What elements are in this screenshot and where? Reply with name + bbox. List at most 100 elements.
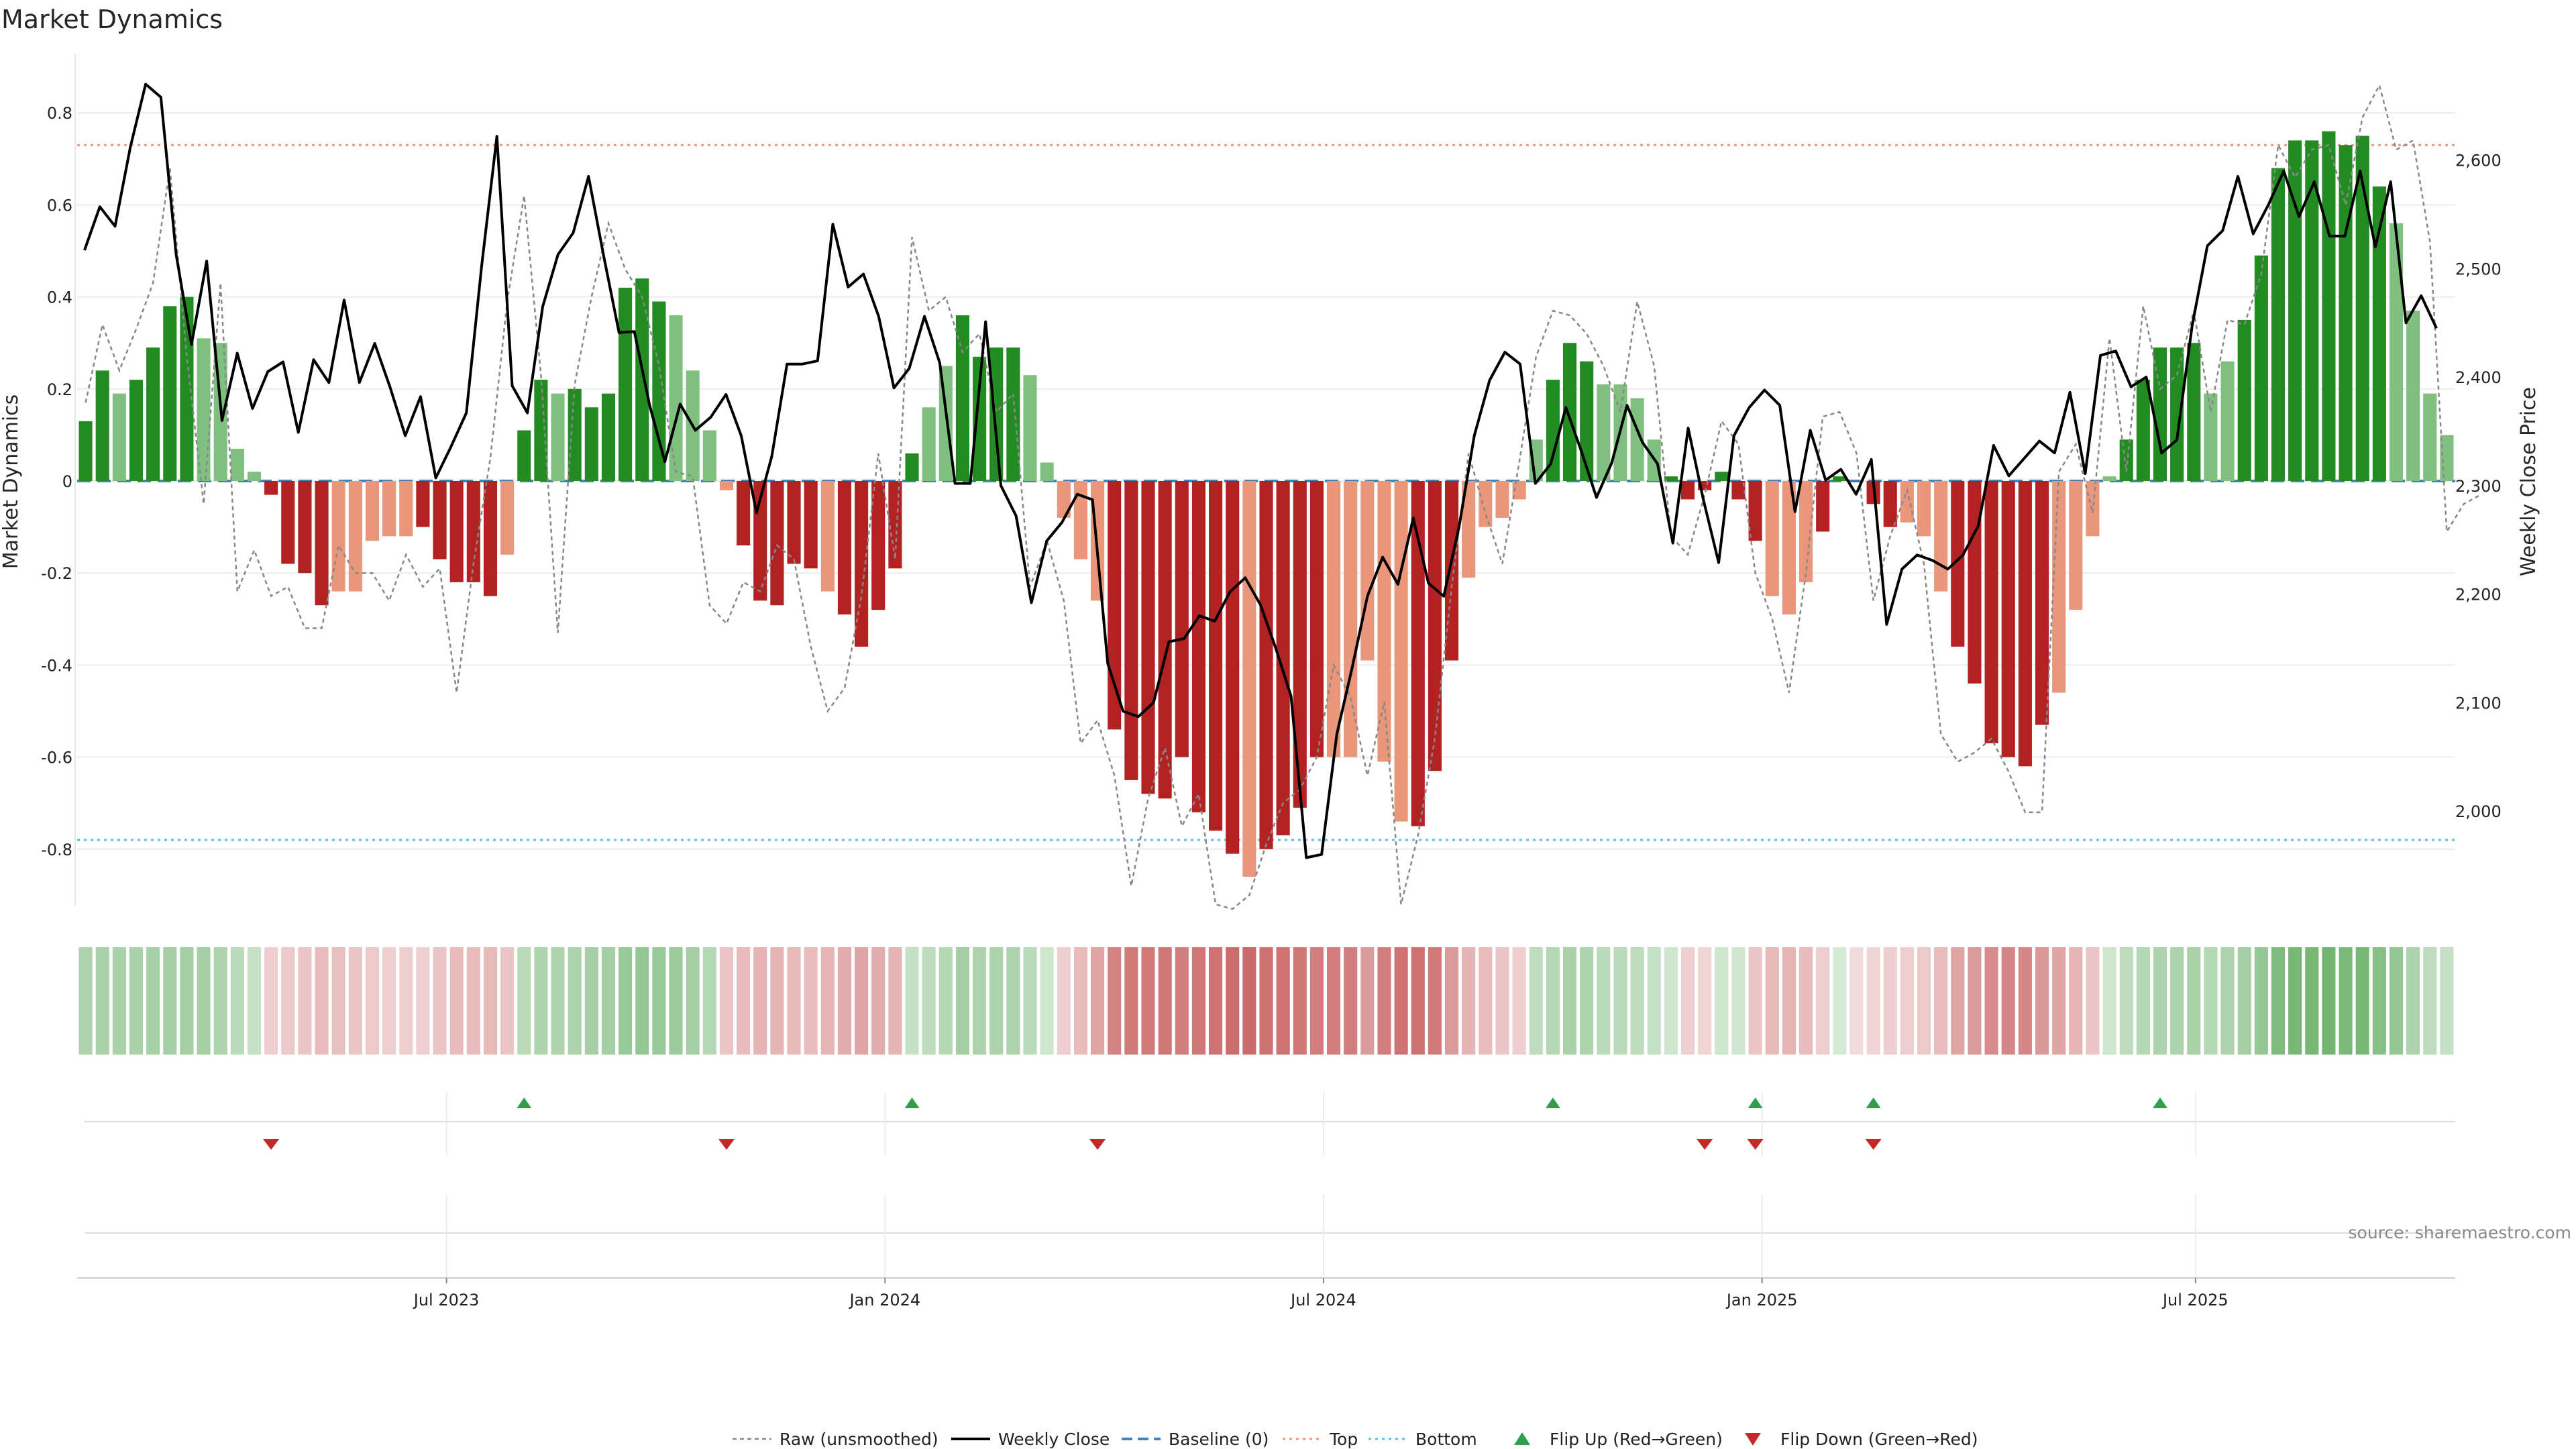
bar [78,421,93,481]
heat-cell [315,947,329,1055]
legend-item: Weekly Close [951,1430,1110,1449]
bar [449,481,464,582]
heat-cell [719,947,734,1055]
heat-cell [382,947,396,1055]
heat-cell [989,947,1004,1055]
heat-cell [1309,947,1324,1055]
heat-cell [1799,947,1813,1055]
x-tick-label: Jul 2023 [413,1291,480,1309]
heat-cell [163,947,177,1055]
bar [1479,481,1493,527]
axes: -0.8 -0.6 -0.4 -0.2 0 0.2 0.4 0.6 0.8 2,000 2,100 2… [41,54,2502,906]
bar [1799,481,1813,582]
heat-cell [1293,947,1307,1055]
heat-cell [1411,947,1425,1055]
bar [281,481,295,564]
x-tick-label: Jan 2025 [1725,1291,1798,1309]
bar [804,481,818,569]
bar [619,287,633,481]
y2-tick-label: 2,200 [2455,586,2502,604]
bar [348,481,362,592]
heat-cell [1023,947,1037,1055]
heat-cell [1715,947,1729,1055]
bar [2254,255,2268,481]
heat-cell [1849,947,1864,1055]
bar [2052,481,2066,693]
flip-up-marker [517,1097,532,1108]
bar [247,472,262,481]
chart-title: Market Dynamics [1,5,223,34]
heat-cell [1512,947,1526,1055]
bar [399,481,413,537]
bar [517,430,531,481]
flip-down-marker [1697,1139,1713,1150]
y-tick-label: 0.6 [47,196,72,215]
bar [1680,481,1695,500]
bar [1108,481,1122,730]
x-tick-label: Jul 2024 [1289,1291,1356,1309]
heat-cell [247,947,262,1055]
y-tick-label: -0.8 [41,841,72,859]
bar [973,356,987,481]
weekly-close-line [83,83,2438,859]
bar [2440,435,2454,481]
heat-cell [2389,947,2404,1055]
heat-cell [2204,947,2218,1055]
legend-label: Baseline (0) [1169,1430,1269,1449]
bar [1782,481,1796,614]
y2-tick-label: 2,600 [2455,152,2502,170]
flip-up-marker [904,1097,920,1108]
bar [2423,393,2437,481]
heat-cell [1900,947,1914,1055]
bar [1023,375,1037,481]
bar [2322,131,2336,481]
bar [1040,462,1054,481]
bar [1664,476,1678,481]
heat-cell [2254,947,2268,1055]
bar [2018,481,2032,767]
bar [1462,481,1476,578]
legend-item: Flip Down (Green→Red) [1745,1430,1978,1449]
heat-cell [1360,947,1375,1055]
bar [2187,343,2201,481]
bar [1984,481,1998,744]
bar [1124,481,1138,780]
heat-cell [1562,947,1577,1055]
legend-label: Raw (unsmoothed) [780,1430,938,1449]
bar [568,388,582,481]
heat-cell [619,947,633,1055]
bar [331,481,345,592]
bar [2204,393,2218,481]
bar [129,380,144,481]
legend-item: Baseline (0) [1122,1430,1269,1449]
heat-cell [1546,947,1560,1055]
flip-up-marker [1748,1097,1763,1108]
legend: Raw (unsmoothed) Weekly Close Baseline (0)… [733,1430,1978,1449]
heat-cell [112,947,126,1055]
heat-cell [2001,947,2015,1055]
bar [433,481,447,559]
heat-cell [2322,947,2336,1055]
bar [1900,481,1914,523]
heat-cell [1968,947,1982,1055]
y-tick-label: -0.6 [41,749,72,767]
flip-markers-panel [85,1092,2455,1155]
bar [1191,481,1205,812]
legend-item: Raw (unsmoothed) [733,1430,938,1449]
bar [1597,384,1611,481]
bar [2119,439,2133,481]
heat-cell [331,947,345,1055]
bar [1562,343,1577,481]
bar [1158,481,1172,799]
heat-cell [466,947,480,1055]
y2-axis-label: Weekly Close Price [2517,387,2540,576]
bar [2136,380,2150,481]
heat-cell [1344,947,1358,1055]
bar [365,481,380,541]
y2-tick-label: 2,400 [2455,368,2502,387]
heat-cell [95,947,109,1055]
legend-swatch [1745,1433,1761,1446]
legend-label: Weekly Close [998,1430,1110,1449]
bar [2170,347,2184,481]
heat-cell [2035,947,2049,1055]
